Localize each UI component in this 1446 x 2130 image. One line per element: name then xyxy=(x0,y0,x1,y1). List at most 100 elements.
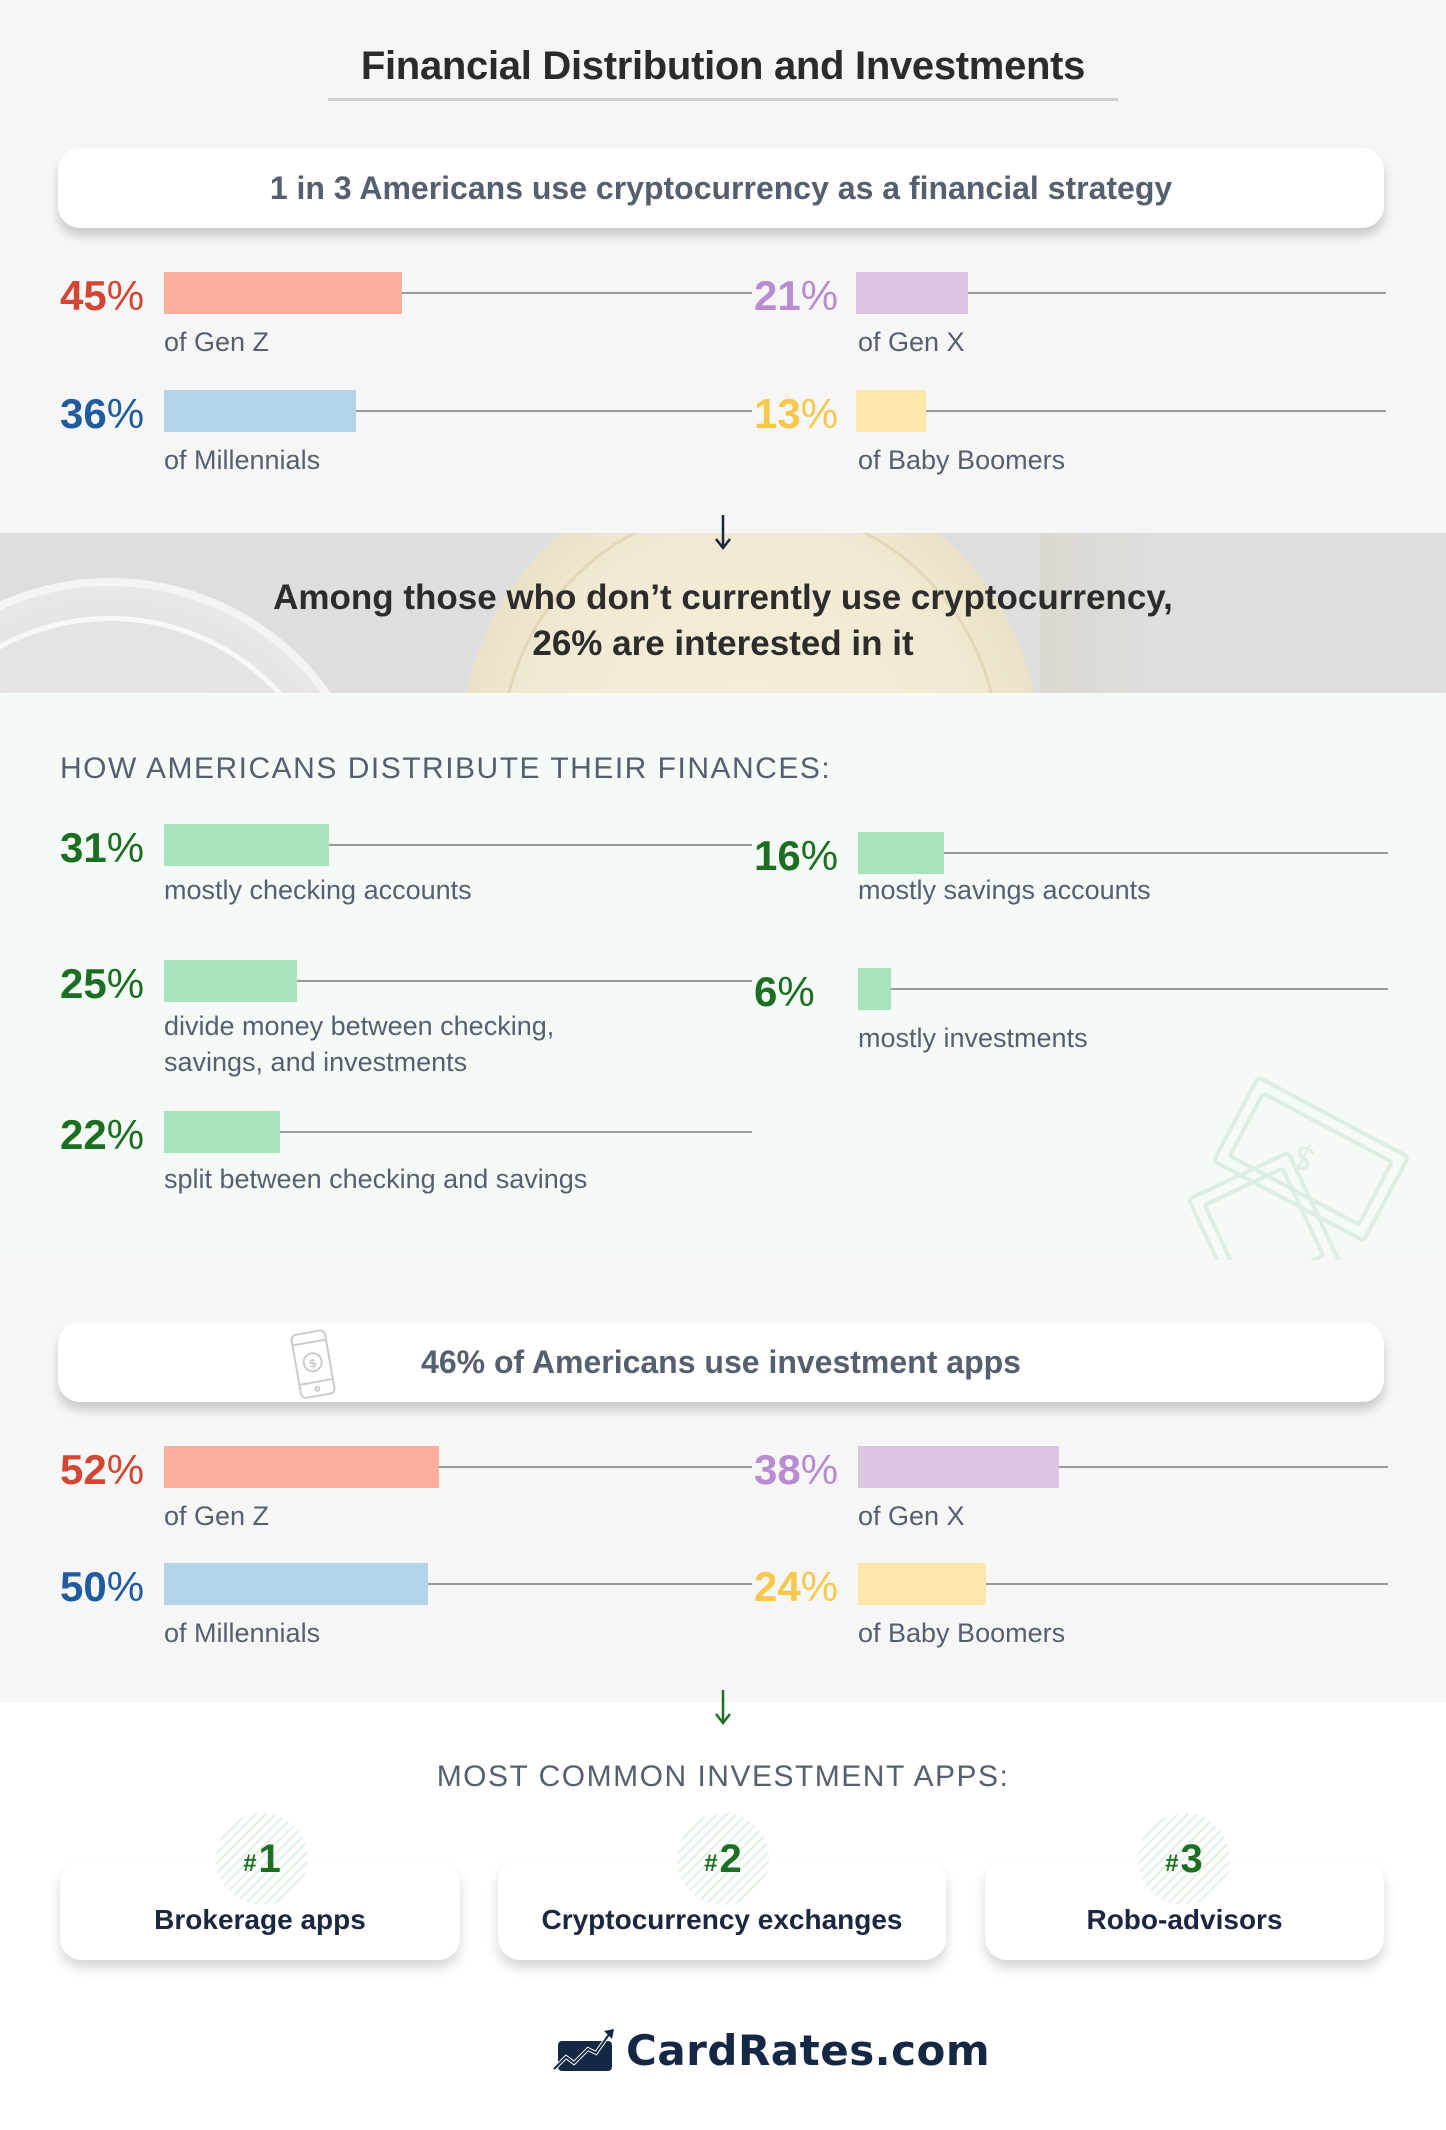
brand-name: CardRates.com xyxy=(626,2026,991,2075)
bar-fill xyxy=(164,1111,280,1153)
dist-stat-divide: 25% divide money between checking, savin… xyxy=(60,960,752,1090)
bar-fill xyxy=(164,824,329,866)
stat-label: of Gen Z xyxy=(164,327,270,357)
bar-fill xyxy=(856,390,926,432)
stat-value: 25% xyxy=(60,960,145,1007)
apps-headline: 46% of Americans use investment apps xyxy=(421,1343,1021,1380)
stat-value: 22% xyxy=(60,1111,145,1158)
stat-value: 6% xyxy=(754,968,815,1015)
cardrates-logo[interactable]: CardRates.com xyxy=(552,2026,990,2075)
stat-label: of Millennials xyxy=(164,445,321,475)
rank-number: 1 xyxy=(258,1836,281,1881)
stat-value: 38% xyxy=(754,1446,839,1493)
svg-text:$: $ xyxy=(308,1356,319,1371)
title-underline xyxy=(328,98,1118,101)
stat-label: split between checking and savings xyxy=(164,1164,588,1194)
stat-label: mostly savings accounts xyxy=(858,875,1151,905)
bar-fill xyxy=(858,832,944,874)
phone-dollar-icon: $ xyxy=(290,1329,336,1399)
common-apps-heading: MOST COMMON INVESTMENT APPS: xyxy=(436,1760,1010,1793)
stat-label: mostly checking accounts xyxy=(164,875,472,905)
rank-badge-3: #3 xyxy=(1138,1813,1230,1905)
rank-card-3: Robo-advisors xyxy=(985,1859,1384,1960)
stat-value: 31% xyxy=(60,824,145,871)
bar-track xyxy=(164,844,752,846)
coin-image-center xyxy=(460,533,1040,693)
bar-fill xyxy=(164,272,402,314)
dist-stat-investments: 6% mostly investments xyxy=(754,968,1394,1068)
bar-fill xyxy=(164,960,297,1002)
stat-value: 52% xyxy=(60,1446,145,1493)
rank-hash: # xyxy=(704,1850,718,1877)
bar-fill xyxy=(858,968,891,1010)
bar-track xyxy=(164,980,752,982)
bar-track xyxy=(164,1583,752,1585)
bar-track xyxy=(858,852,1388,854)
distribution-heading: HOW AMERICANS DISTRIBUTE THEIR FINANCES: xyxy=(60,752,832,785)
bar-track xyxy=(858,988,1388,990)
apps-stat-genz: 52% of Gen Z xyxy=(60,1446,752,1546)
stat-value: 50% xyxy=(60,1563,145,1610)
stat-label: of Gen X xyxy=(858,1501,965,1531)
rank-card-1: Brokerage apps xyxy=(60,1859,460,1960)
crypto-stat-genx: 21% of Gen X xyxy=(754,272,1394,372)
rank-card-2: Cryptocurrency exchanges xyxy=(498,1859,946,1960)
arrow-down-icon xyxy=(715,1690,731,1726)
bar-track xyxy=(856,292,1386,294)
money-bills-icon: $ xyxy=(1188,1076,1409,1260)
bar-track xyxy=(164,1131,752,1133)
crypto-stat-millennials: 36% of Millennials xyxy=(60,390,752,490)
stat-value: 16% xyxy=(754,832,839,879)
rank-hash: # xyxy=(1165,1850,1179,1877)
crypto-headline-card: 1 in 3 Americans use cryptocurrency as a… xyxy=(58,148,1384,228)
bar-track xyxy=(164,1466,752,1468)
bar-fill xyxy=(858,1563,986,1605)
apps-stat-millennials: 50% of Millennials xyxy=(60,1563,752,1663)
rank-card-label: Cryptocurrency exchanges xyxy=(541,1904,903,1935)
stat-label: divide money between checking, savings, … xyxy=(164,1008,554,1080)
stat-label: of Baby Boomers xyxy=(858,1618,1066,1648)
apps-stat-boomers: 24% of Baby Boomers xyxy=(754,1563,1394,1663)
banner-line-2: 26% are interested in it xyxy=(532,624,914,663)
arrow-down-icon xyxy=(715,515,731,551)
bar-fill xyxy=(856,272,968,314)
page-title: Financial Distribution and Investments xyxy=(360,44,1086,88)
dist-stat-split: 22% split between checking and savings xyxy=(60,1111,752,1211)
banner-line-1: Among those who don’t currently use cryp… xyxy=(273,578,1173,617)
stat-value: 45% xyxy=(60,272,145,319)
rank-badge-1: #1 xyxy=(216,1813,308,1905)
stat-label: of Millennials xyxy=(164,1618,321,1648)
crypto-interest-banner: Among those who don’t currently use cryp… xyxy=(0,533,1446,693)
bar-track xyxy=(858,1466,1388,1468)
dist-stat-savings: 16% mostly savings accounts xyxy=(754,832,1394,932)
bar-fill xyxy=(164,390,356,432)
stat-value: 13% xyxy=(754,390,839,437)
stat-label: of Gen Z xyxy=(164,1501,270,1531)
bar-track xyxy=(164,292,752,294)
rank-card-label: Robo-advisors xyxy=(1086,1904,1283,1935)
crypto-stat-boomers: 13% of Baby Boomers xyxy=(754,390,1394,490)
stat-label: of Gen X xyxy=(858,327,965,357)
rank-number: 3 xyxy=(1180,1836,1203,1881)
bar-fill xyxy=(858,1446,1059,1488)
dist-stat-checking: 31% mostly checking accounts xyxy=(60,824,752,924)
stat-value: 36% xyxy=(60,390,145,437)
coin-edge-shadow xyxy=(1040,533,1160,693)
stat-label: mostly investments xyxy=(858,1023,1088,1053)
stat-label: of Baby Boomers xyxy=(858,445,1066,475)
rank-number: 2 xyxy=(719,1836,742,1881)
banner-text: Among those who don’t currently use cryp… xyxy=(0,575,1446,667)
bar-fill xyxy=(164,1446,439,1488)
bar-track xyxy=(858,1583,1388,1585)
stat-label-line-1: divide money between checking, xyxy=(164,1011,555,1041)
bar-track xyxy=(856,410,1386,412)
rank-card-label: Brokerage apps xyxy=(154,1904,366,1935)
apps-stat-genx: 38% of Gen X xyxy=(754,1446,1394,1546)
apps-headline-card: $ 46% of Americans use investment apps xyxy=(58,1322,1384,1402)
stat-value: 21% xyxy=(754,272,839,319)
crypto-headline: 1 in 3 Americans use cryptocurrency as a… xyxy=(269,169,1173,206)
rank-hash: # xyxy=(243,1850,257,1877)
crypto-stat-genz: 45% of Gen Z xyxy=(60,272,752,372)
bar-track xyxy=(164,410,752,412)
bar-fill xyxy=(164,1563,428,1605)
